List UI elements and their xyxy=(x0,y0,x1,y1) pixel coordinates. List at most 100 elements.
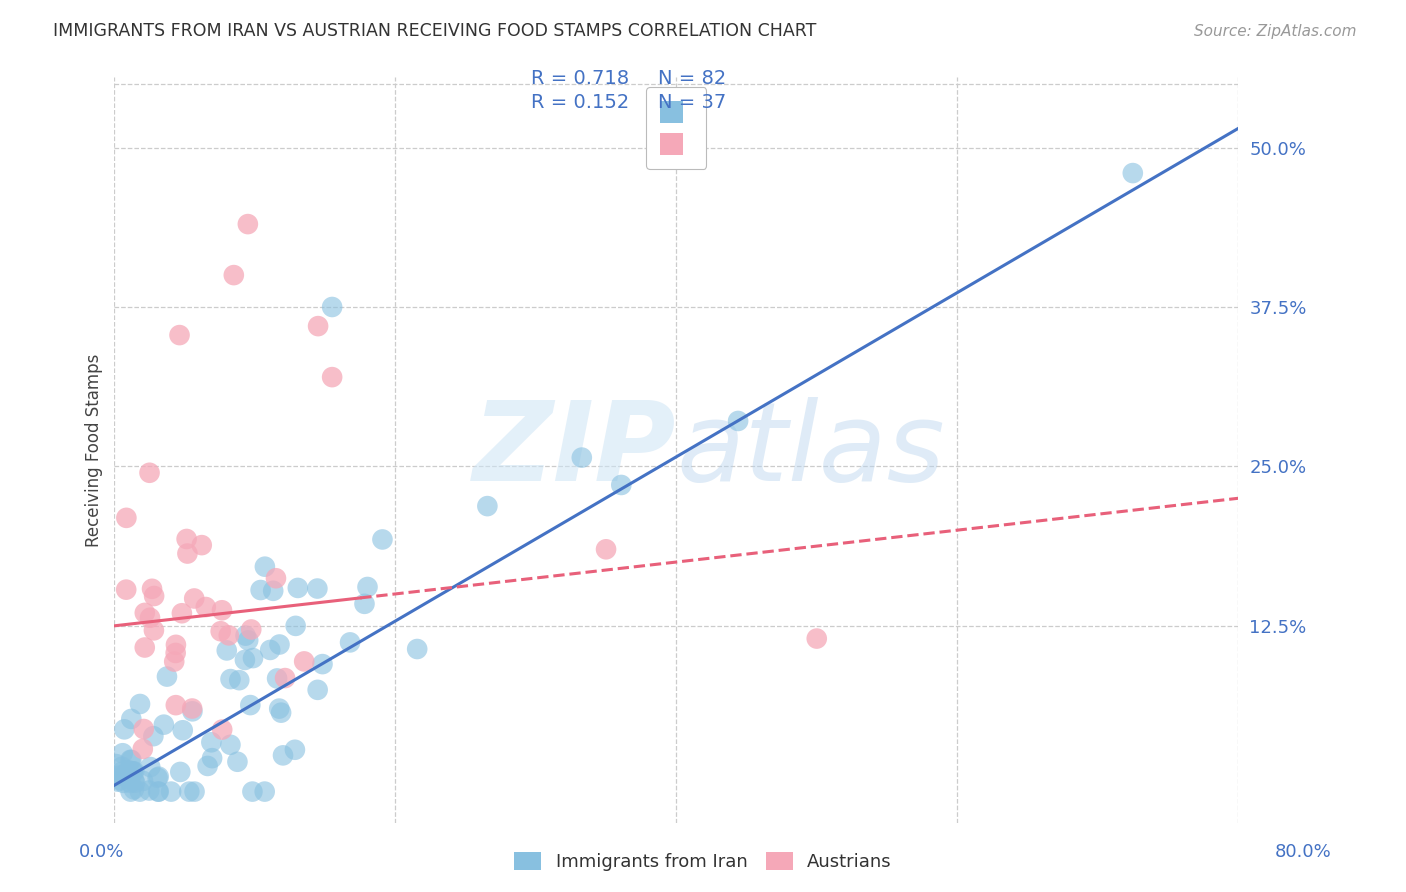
Point xyxy=(124,775,146,789)
Text: ZIP: ZIP xyxy=(472,397,676,504)
Point xyxy=(610,478,633,492)
Point xyxy=(242,784,264,798)
Point xyxy=(163,655,186,669)
Point xyxy=(107,774,129,789)
Point xyxy=(226,755,249,769)
Point xyxy=(120,712,142,726)
Point xyxy=(112,723,135,737)
Point xyxy=(122,764,145,779)
Point xyxy=(595,542,617,557)
Point xyxy=(153,717,176,731)
Point xyxy=(201,751,224,765)
Point xyxy=(197,759,219,773)
Point xyxy=(160,784,183,798)
Point xyxy=(117,768,139,782)
Point xyxy=(269,701,291,715)
Point xyxy=(165,698,187,713)
Point xyxy=(219,738,242,752)
Point xyxy=(134,606,156,620)
Point xyxy=(727,414,749,428)
Point xyxy=(122,772,145,787)
Point xyxy=(242,651,264,665)
Point xyxy=(146,771,169,785)
Point xyxy=(142,729,165,743)
Point xyxy=(264,571,287,585)
Text: Source: ZipAtlas.com: Source: ZipAtlas.com xyxy=(1194,24,1357,38)
Point xyxy=(115,511,138,525)
Point xyxy=(240,623,263,637)
Point xyxy=(111,760,134,774)
Point xyxy=(120,753,142,767)
Point xyxy=(284,743,307,757)
Point xyxy=(292,654,315,668)
Point xyxy=(146,784,169,798)
Point xyxy=(176,532,198,546)
Point xyxy=(105,757,128,772)
Point xyxy=(284,619,307,633)
Point xyxy=(120,776,142,790)
Point xyxy=(138,783,160,797)
Text: IMMIGRANTS FROM IRAN VS AUSTRIAN RECEIVING FOOD STAMPS CORRELATION CHART: IMMIGRANTS FROM IRAN VS AUSTRIAN RECEIVI… xyxy=(53,22,817,40)
Point xyxy=(138,466,160,480)
Point xyxy=(274,671,297,685)
Text: atlas: atlas xyxy=(676,397,945,504)
Point xyxy=(262,583,284,598)
Point xyxy=(270,706,292,720)
Point xyxy=(156,669,179,683)
Point xyxy=(179,784,201,798)
Text: 0.0%: 0.0% xyxy=(79,843,124,861)
Point xyxy=(121,764,143,779)
Point xyxy=(132,742,155,756)
Point xyxy=(233,653,256,667)
Point xyxy=(209,624,232,639)
Point xyxy=(218,628,240,642)
Point xyxy=(183,784,205,798)
Text: N = 37: N = 37 xyxy=(658,93,727,112)
Text: R = 0.718: R = 0.718 xyxy=(531,69,630,88)
Point xyxy=(353,597,375,611)
Point xyxy=(211,723,233,737)
Point xyxy=(122,782,145,797)
Text: N = 82: N = 82 xyxy=(658,69,727,88)
Point xyxy=(406,642,429,657)
Point xyxy=(121,764,143,779)
Point xyxy=(477,499,499,513)
Point xyxy=(143,589,166,603)
Point xyxy=(806,632,828,646)
Point xyxy=(132,722,155,736)
Point xyxy=(194,600,217,615)
Point xyxy=(176,547,198,561)
Point xyxy=(219,672,242,686)
Point xyxy=(117,764,139,778)
Point xyxy=(222,268,245,282)
Point xyxy=(1122,166,1144,180)
Point xyxy=(139,760,162,774)
Point xyxy=(110,773,132,788)
Point xyxy=(253,784,276,798)
Point xyxy=(235,629,257,643)
Point xyxy=(271,748,294,763)
Y-axis label: Receiving Food Stamps: Receiving Food Stamps xyxy=(86,354,103,547)
Point xyxy=(181,701,204,715)
Point xyxy=(132,773,155,788)
Point xyxy=(339,635,361,649)
Point xyxy=(129,697,152,711)
Point xyxy=(120,753,142,767)
Text: 80.0%: 80.0% xyxy=(1275,843,1331,861)
Point xyxy=(311,657,333,672)
Point xyxy=(148,770,170,784)
Point xyxy=(211,603,233,617)
Point xyxy=(169,328,191,343)
Point xyxy=(228,673,250,688)
Point xyxy=(108,769,131,783)
Legend: , : , xyxy=(647,87,706,169)
Point xyxy=(190,538,212,552)
Point xyxy=(238,633,260,648)
Point xyxy=(236,217,259,231)
Point xyxy=(307,319,329,334)
Point xyxy=(253,559,276,574)
Point xyxy=(120,784,142,798)
Point xyxy=(307,582,329,596)
Point xyxy=(571,450,593,465)
Point xyxy=(111,746,134,760)
